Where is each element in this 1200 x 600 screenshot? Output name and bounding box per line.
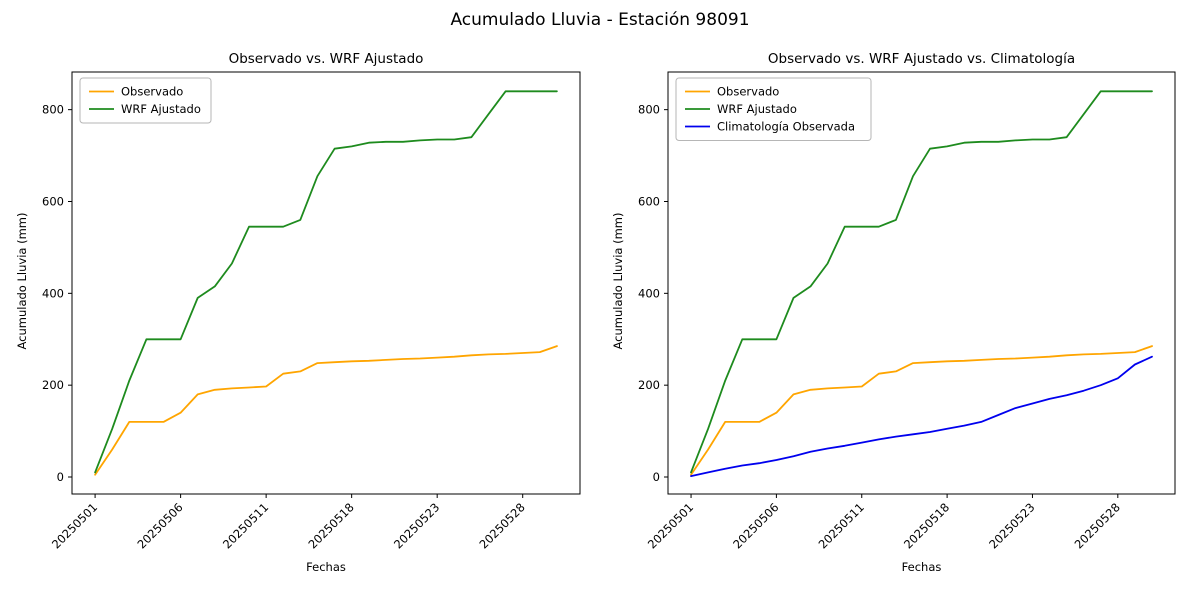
legend-box xyxy=(79,77,212,124)
x-tick-label: 20250528 xyxy=(1072,500,1123,551)
y-tick-label: 800 xyxy=(42,103,64,117)
legend-label: Observado xyxy=(717,85,779,99)
y-tick-label: 200 xyxy=(638,378,660,392)
axes-spines xyxy=(71,71,581,495)
legend-box xyxy=(675,77,872,141)
legend-label: Climatología Observada xyxy=(717,120,855,134)
y-tick-label: 0 xyxy=(653,470,660,484)
series-line-wrf-ajustado xyxy=(690,90,1153,474)
y-axis-label-right: Acumulado Lluvia (mm) xyxy=(611,212,625,350)
x-tick-label: 20250528 xyxy=(477,500,528,551)
y-tick-label: 600 xyxy=(42,194,64,208)
x-tick-label: 20250518 xyxy=(901,500,952,551)
y-axis-label-left: Acumulado Lluvia (mm) xyxy=(15,212,29,350)
x-tick-label: 20250518 xyxy=(305,500,356,551)
x-tick-label: 20250501 xyxy=(49,500,100,551)
y-tick-label: 800 xyxy=(638,103,660,117)
subplot-1: 0 200 400 600 800 20250501 20250506 20250511 202… xyxy=(638,71,1176,552)
y-tick-label: 200 xyxy=(42,378,64,392)
series-line-wrf-ajustado xyxy=(94,90,558,474)
x-axis-label-left: Fechas xyxy=(306,560,346,574)
x-tick-label: 20250506 xyxy=(134,500,185,551)
legend-label: WRF Ajustado xyxy=(121,102,201,116)
subplot-0: 0 200 400 600 800 20250501 20250506 20250511 202… xyxy=(42,71,581,552)
figure-title: Acumulado Lluvia - Estación 98091 xyxy=(450,10,750,30)
x-tick-label: 20250506 xyxy=(730,500,781,551)
x-tick-label: 20250511 xyxy=(816,500,867,551)
axes-spines xyxy=(667,71,1176,495)
series-line-climatolog-a-observada xyxy=(690,355,1153,478)
x-axis-label-right: Fechas xyxy=(901,560,942,574)
y-tick-label: 400 xyxy=(638,286,660,300)
series-line-observado xyxy=(690,345,1153,476)
subplot-title-left: Observado vs. WRF Ajustado xyxy=(228,51,424,67)
series-line-observado xyxy=(94,345,558,476)
x-tick-label: 20250523 xyxy=(986,500,1037,551)
y-tick-label: 0 xyxy=(57,470,64,484)
subplot-title-right: Observado vs. WRF Ajustado vs. Climatolo… xyxy=(767,51,1076,67)
y-tick-label: 400 xyxy=(42,286,64,300)
legend-label: Observado xyxy=(121,85,183,99)
x-tick-label: 20250523 xyxy=(391,500,442,551)
legend-label: WRF Ajustado xyxy=(717,102,797,116)
x-tick-label: 20250511 xyxy=(220,500,271,551)
y-tick-label: 600 xyxy=(638,194,660,208)
x-tick-label: 20250501 xyxy=(645,500,696,551)
